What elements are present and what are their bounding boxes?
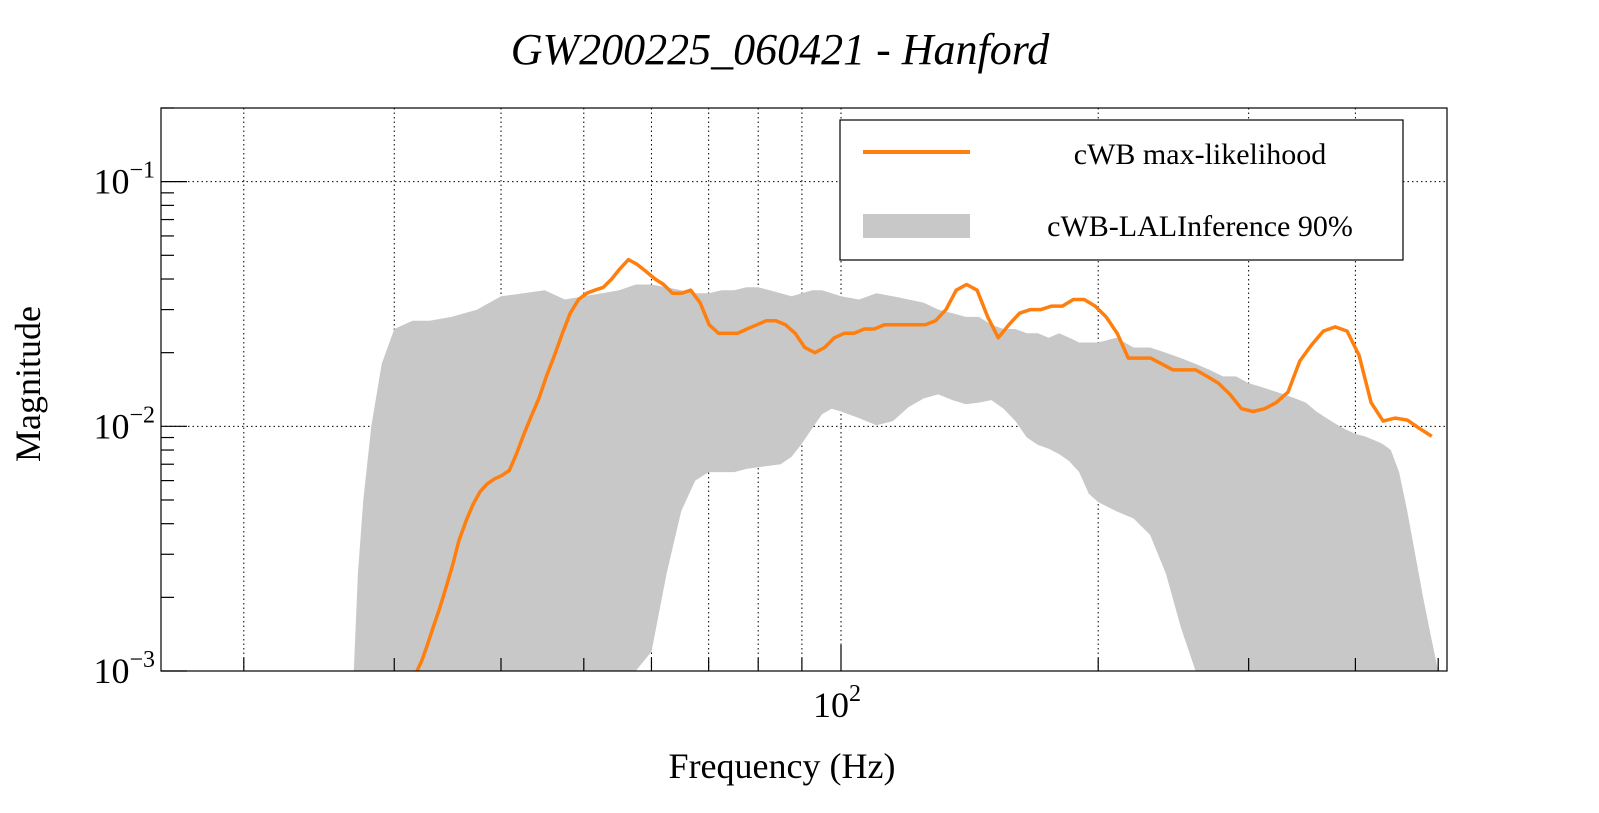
plot-frame (160, 107, 1448, 672)
legend-label-90-percent: cWB-LALInference 90% (1047, 210, 1353, 243)
y-tick-label: 10−1 (93, 158, 155, 202)
x-tick-label-base: 10 (813, 685, 849, 725)
chart-title: GW200225_060421 - Hanford (511, 25, 1051, 74)
y-axis-label: Magnitude (8, 306, 48, 462)
legend-label-max-likelihood: cWB max-likelihood (1074, 138, 1326, 171)
series-band-90-percent (353, 284, 1446, 671)
legend: cWB max-likelihood cWB-LALInference 90% (839, 119, 1404, 261)
axis-ticks (161, 107, 1439, 672)
y-tick-label: 10−3 (93, 647, 155, 691)
y-tick-label-base: 10 (93, 406, 129, 446)
y-tick-label-base: 10 (93, 651, 129, 691)
y-tick-label-base: 10 (93, 162, 129, 202)
series-line-max-likelihood (415, 257, 1433, 671)
x-tick-label-exponent: 2 (849, 681, 861, 707)
y-tick-label-exponent: −1 (129, 158, 155, 184)
series-group (353, 257, 1446, 671)
y-tick-label: 10−2 (93, 402, 155, 446)
y-tick-label-exponent: −2 (129, 402, 155, 428)
x-axis-label: Frequency (Hz) (669, 746, 896, 786)
y-tick-label-exponent: −3 (129, 647, 155, 673)
x-tick-label: 102 (813, 681, 861, 725)
legend-band-swatch (863, 214, 970, 238)
